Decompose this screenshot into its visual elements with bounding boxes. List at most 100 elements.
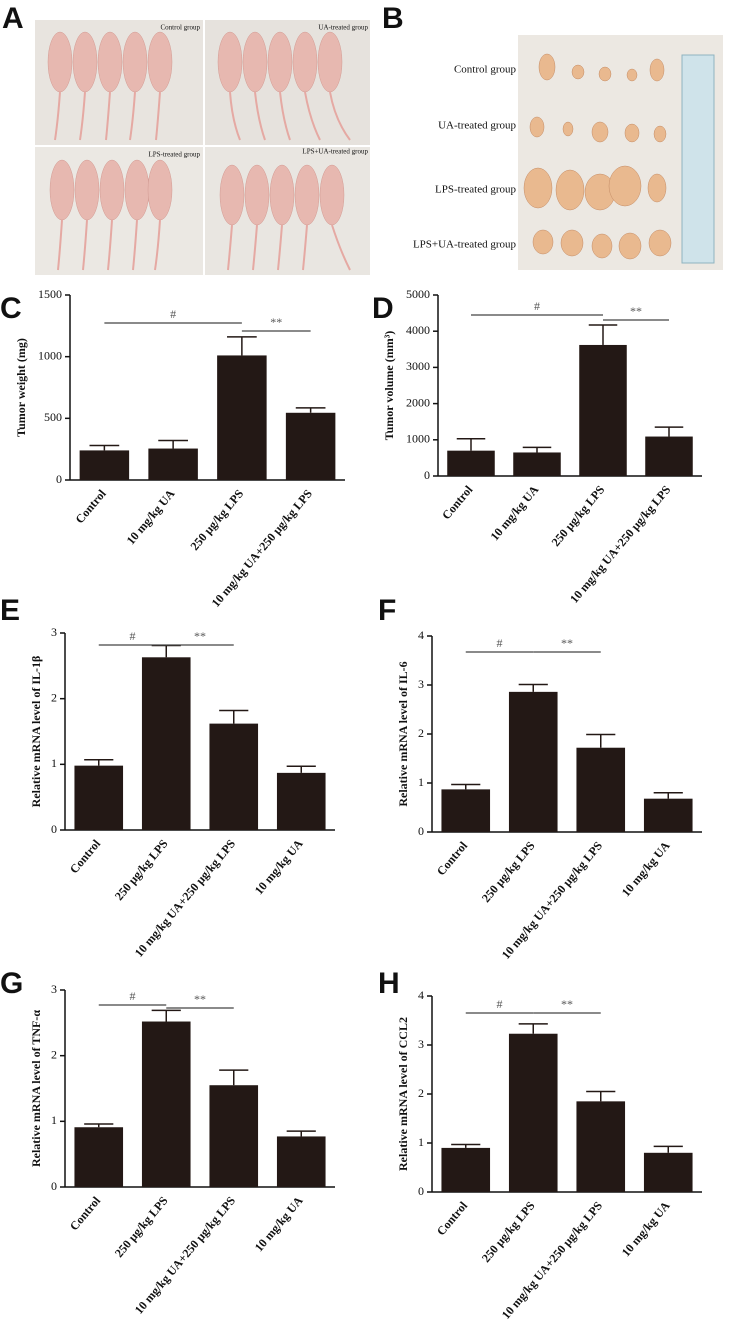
- bar: [576, 1101, 626, 1192]
- significance-label: **: [561, 636, 573, 650]
- bar: [447, 450, 495, 476]
- y-tick-label: 0: [418, 1184, 424, 1198]
- bar: [276, 1136, 326, 1187]
- y-tick-label: 1: [51, 1113, 57, 1127]
- significance-label: **: [194, 992, 206, 1006]
- y-tick-label: 2: [51, 1047, 57, 1061]
- x-tick-label: Control: [439, 482, 476, 522]
- significance-label: **: [270, 315, 282, 329]
- bar: [643, 1152, 693, 1192]
- y-tick-label: 500: [44, 410, 62, 424]
- bar: [285, 412, 336, 480]
- bar: [209, 1085, 259, 1187]
- significance-label: #: [534, 299, 540, 313]
- bar: [508, 691, 558, 832]
- bar: [508, 1033, 558, 1192]
- x-tick-label: 10 mg/kg UA: [487, 482, 541, 543]
- y-axis-title: Relative mRNA level of IL-6: [396, 661, 410, 806]
- y-tick-label: 1000: [38, 348, 62, 362]
- significance-label: #: [497, 636, 503, 650]
- significance-label: #: [130, 989, 136, 1003]
- bar: [79, 450, 130, 480]
- y-tick-label: 0: [418, 824, 424, 838]
- significance-label: #: [170, 307, 176, 321]
- y-tick-label: 1500: [38, 287, 62, 301]
- y-axis-title: Tumor weight (mg): [14, 338, 28, 437]
- y-tick-label: 0: [51, 822, 57, 836]
- photo-panel-a: [35, 20, 370, 275]
- bar: [74, 765, 124, 830]
- bar: [645, 436, 693, 476]
- y-tick-label: 2: [51, 690, 57, 704]
- panel-letter: B: [382, 2, 404, 35]
- bar: [74, 1127, 124, 1187]
- y-axis-title: Relative mRNA level of IL-1β: [29, 656, 43, 808]
- y-tick-label: 2000: [406, 395, 430, 409]
- significance-label: **: [194, 629, 206, 643]
- y-tick-label: 0: [56, 472, 62, 486]
- y-tick-label: 1000: [406, 432, 430, 446]
- photo-label: LPS-treated group: [148, 151, 200, 159]
- significance-label: **: [630, 304, 642, 318]
- panel-letter: F: [378, 594, 396, 627]
- y-tick-label: 2: [418, 1086, 424, 1100]
- x-tick-label: 10 mg/kg UA: [619, 838, 673, 899]
- y-tick-label: 2: [418, 726, 424, 740]
- photo-label: LPS+UA-treated group: [413, 239, 517, 251]
- x-tick-label: 250 μg/kg LPS: [112, 836, 171, 903]
- photo-label: UA-treated group: [318, 24, 368, 32]
- bar: [441, 789, 491, 832]
- panel-letter: H: [378, 967, 400, 1000]
- bar: [141, 657, 191, 830]
- bar: [579, 344, 627, 476]
- y-tick-label: 3: [51, 625, 57, 639]
- x-tick-label: 10 mg/kg UA: [252, 836, 306, 897]
- y-tick-label: 4000: [406, 323, 430, 337]
- x-tick-label: 10 mg/kg UA: [619, 1198, 673, 1259]
- y-axis-title: Relative mRNA level of CCL2: [396, 1017, 410, 1171]
- photo-panel-b: [518, 35, 723, 270]
- x-tick-label: 250 μg/kg LPS: [479, 1198, 538, 1265]
- x-tick-label: Control: [434, 838, 471, 878]
- y-tick-label: 0: [51, 1179, 57, 1193]
- y-axis-title: Tumor volume (mm³): [382, 331, 396, 441]
- y-tick-label: 5000: [406, 287, 430, 301]
- x-tick-label: 250 μg/kg LPS: [187, 486, 246, 553]
- y-tick-label: 3: [51, 982, 57, 996]
- y-tick-label: 3: [418, 677, 424, 691]
- y-tick-label: 1: [51, 756, 57, 770]
- y-tick-label: 0: [424, 468, 430, 482]
- x-tick-label: 10 mg/kg UA: [252, 1193, 306, 1254]
- x-tick-label: 10 mg/kg UA: [124, 486, 178, 547]
- y-tick-label: 4: [418, 988, 424, 1002]
- y-tick-label: 3: [418, 1037, 424, 1051]
- bar: [148, 448, 198, 480]
- x-tick-label: Control: [72, 486, 109, 526]
- panel-letter: C: [0, 292, 22, 325]
- photo-label: UA-treated group: [438, 120, 516, 132]
- significance-label: #: [130, 629, 136, 643]
- bar: [217, 355, 267, 480]
- y-axis-title: Relative mRNA level of TNF-α: [29, 1010, 43, 1167]
- y-tick-label: 4: [418, 628, 424, 642]
- x-tick-label: 250 μg/kg LPS: [112, 1193, 171, 1260]
- x-tick-label: Control: [434, 1198, 471, 1238]
- x-tick-label: 250 μg/kg LPS: [549, 482, 608, 549]
- significance-label: **: [561, 997, 573, 1011]
- photo-label: LPS-treated group: [435, 184, 516, 196]
- bar: [141, 1021, 191, 1187]
- x-tick-label: Control: [67, 836, 104, 876]
- y-tick-label: 1: [418, 1135, 424, 1149]
- bar: [209, 723, 259, 830]
- bar: [441, 1147, 491, 1192]
- panel-letter: E: [0, 594, 20, 627]
- photo-label: LPS+UA-treated group: [302, 148, 368, 156]
- photo-label: Control group: [161, 24, 201, 32]
- photo-label: Control group: [454, 64, 517, 76]
- x-tick-label: 250 μg/kg LPS: [479, 838, 538, 905]
- bar: [513, 452, 561, 476]
- bar: [276, 772, 326, 830]
- panel-letter: A: [2, 2, 24, 35]
- bar: [576, 747, 626, 832]
